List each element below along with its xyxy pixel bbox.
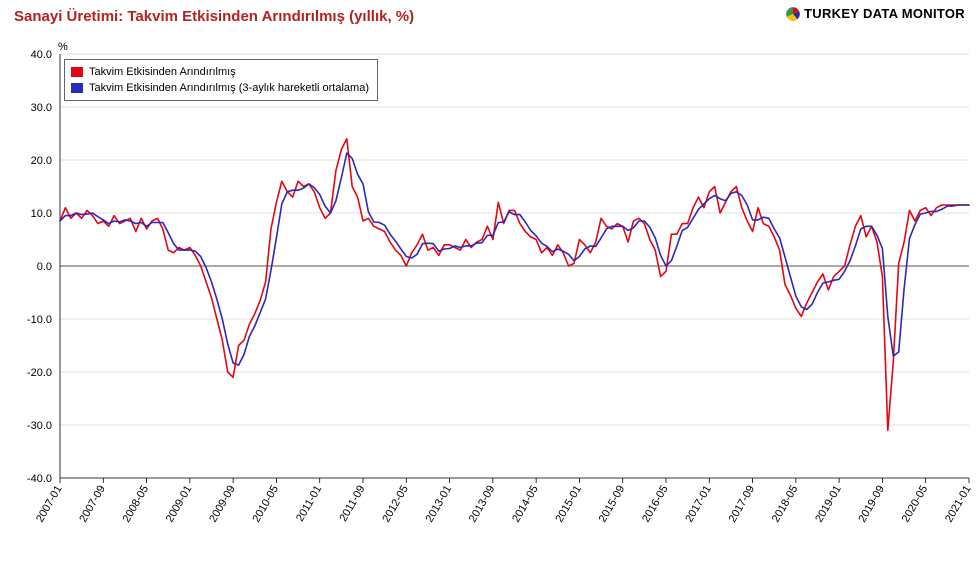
- svg-text:2018-05: 2018-05: [770, 484, 801, 525]
- svg-text:2017-09: 2017-09: [727, 484, 758, 525]
- svg-text:2017-01: 2017-01: [683, 484, 714, 525]
- svg-text:2015-09: 2015-09: [597, 484, 628, 525]
- brand-icon: [786, 7, 800, 21]
- svg-text:2011-01: 2011-01: [294, 484, 324, 524]
- svg-text:2012-05: 2012-05: [380, 484, 411, 525]
- brand-label: TURKEY DATA MONITOR: [786, 6, 965, 21]
- svg-text:2019-01: 2019-01: [813, 484, 844, 525]
- svg-text:2011-09: 2011-09: [337, 484, 367, 524]
- svg-text:20.0: 20.0: [31, 155, 52, 167]
- svg-text:2008-05: 2008-05: [121, 484, 152, 525]
- svg-text:2007-01: 2007-01: [34, 484, 65, 525]
- svg-text:2021-01: 2021-01: [943, 484, 974, 525]
- svg-text:-30.0: -30.0: [27, 420, 52, 432]
- svg-text:-20.0: -20.0: [27, 367, 52, 379]
- svg-text:2009-01: 2009-01: [164, 484, 195, 525]
- chart-area: -40.0 -30.0 -20.0 -10.0 0.0 10.0 20.0 30.0 40.0%…: [0, 36, 979, 570]
- legend-label: Takvim Etkisinden Arındırılmış (3-aylık …: [89, 80, 369, 96]
- svg-text:30.0: 30.0: [31, 102, 52, 114]
- svg-text:10.0: 10.0: [31, 208, 52, 220]
- svg-text:2013-01: 2013-01: [424, 484, 455, 525]
- svg-text:2009-09: 2009-09: [207, 484, 238, 525]
- svg-text:2014-05: 2014-05: [510, 484, 541, 525]
- svg-text:-40.0: -40.0: [27, 473, 52, 485]
- legend-label: Takvim Etkisinden Arındırılmış: [89, 64, 236, 80]
- svg-text:2013-09: 2013-09: [467, 484, 498, 525]
- svg-text:0.0: 0.0: [37, 261, 52, 273]
- legend-item: Takvim Etkisinden Arındırılmış (3-aylık …: [71, 80, 369, 96]
- svg-text:2010-05: 2010-05: [250, 484, 281, 525]
- svg-text:2019-09: 2019-09: [856, 484, 887, 525]
- svg-text:%: %: [58, 41, 68, 53]
- chart-title: Sanayi Üretimi: Takvim Etkisinden Arındı…: [14, 8, 414, 25]
- svg-text:40.0: 40.0: [31, 49, 52, 61]
- svg-text:2007-09: 2007-09: [77, 484, 108, 525]
- legend-swatch: [71, 83, 83, 93]
- svg-text:-10.0: -10.0: [27, 314, 52, 326]
- svg-text:2016-05: 2016-05: [640, 484, 671, 525]
- legend-item: Takvim Etkisinden Arındırılmış: [71, 64, 369, 80]
- legend-swatch: [71, 67, 83, 77]
- legend: Takvim Etkisinden Arındırılmış Takvim Et…: [64, 59, 378, 101]
- svg-text:2015-01: 2015-01: [553, 484, 584, 525]
- svg-text:2020-05: 2020-05: [900, 484, 931, 525]
